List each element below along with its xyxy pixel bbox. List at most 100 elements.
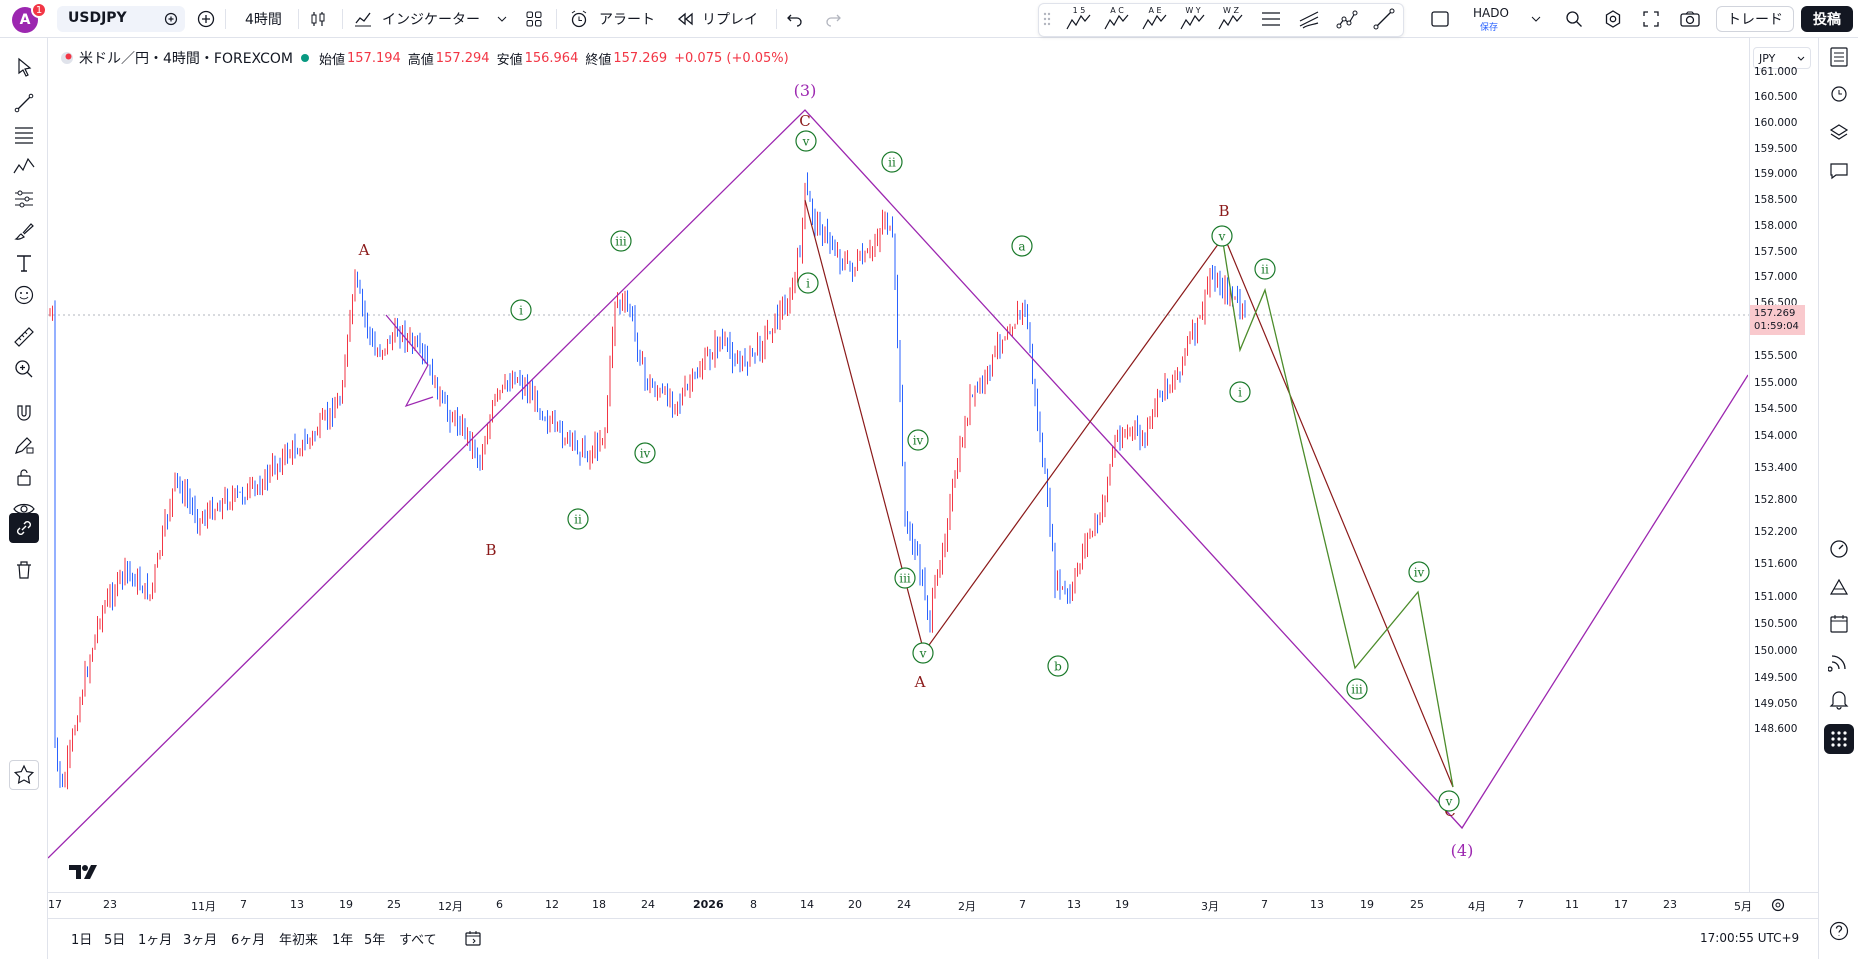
- wave-label-minor-v[interactable]: v: [1211, 225, 1233, 247]
- settings-gear-icon[interactable]: [1603, 9, 1623, 29]
- drag-handle-icon[interactable]: [1043, 12, 1051, 26]
- price-scale[interactable]: [1749, 38, 1818, 892]
- elliott-projection-wave-line[interactable]: [1221, 235, 1454, 788]
- wave-label-minor-ii[interactable]: ii: [567, 508, 589, 530]
- remove-drawings-tool[interactable]: [9, 555, 39, 585]
- brush-tool[interactable]: [9, 216, 39, 246]
- trend-line-tool[interactable]: [9, 88, 39, 118]
- wave-label-minor-iii[interactable]: iii: [610, 230, 632, 252]
- wave-label-a[interactable]: A: [358, 241, 370, 259]
- symbol-search-box[interactable]: [57, 6, 185, 32]
- alerts-clock-icon[interactable]: [1828, 82, 1850, 104]
- range-button[interactable]: 1日: [71, 933, 93, 948]
- indicators-button[interactable]: インジケーター: [382, 12, 480, 28]
- sync-drawings-tool[interactable]: [9, 513, 39, 543]
- wave-label-a[interactable]: A: [914, 673, 926, 691]
- favorites-tool[interactable]: [9, 760, 39, 790]
- date-range-calendar-icon[interactable]: [464, 929, 482, 947]
- elliott-triangle-icon[interactable]: A E: [1141, 5, 1169, 33]
- news-feed-icon[interactable]: [1828, 651, 1850, 673]
- help-question-icon[interactable]: [1828, 920, 1850, 942]
- undo-icon[interactable]: [786, 11, 804, 27]
- elliott-correction-icon[interactable]: A C: [1103, 5, 1131, 33]
- wave-label-minor-ii[interactable]: ii: [881, 151, 903, 173]
- range-button[interactable]: 1ヶ月: [138, 933, 173, 948]
- range-button[interactable]: 3ヶ月: [183, 933, 218, 948]
- text-tool[interactable]: [9, 248, 39, 278]
- currency-selector[interactable]: JPY: [1753, 47, 1811, 69]
- chat-icon[interactable]: [1828, 160, 1850, 182]
- wave-label-minor-i[interactable]: i: [1229, 381, 1251, 403]
- fib-tool[interactable]: [9, 120, 39, 150]
- range-button[interactable]: すべて: [399, 933, 437, 948]
- wave-label-minor-v[interactable]: v: [912, 642, 934, 664]
- symbol-name[interactable]: USDJPY: [68, 10, 127, 26]
- fullscreen-icon[interactable]: [1641, 9, 1661, 29]
- interval-button[interactable]: 4時間: [245, 12, 282, 28]
- wave-label-minor-i[interactable]: i: [797, 272, 819, 294]
- wave-label-minor-iv[interactable]: iv: [907, 429, 929, 451]
- trading-pyramid-icon[interactable]: [1828, 576, 1850, 598]
- wave-label-b[interactable]: B: [1218, 202, 1229, 220]
- cursor-tool[interactable]: [9, 52, 39, 82]
- wave-label-primary-4[interactable]: (4): [1451, 841, 1474, 860]
- wave-label-minor-ii[interactable]: ii: [1254, 258, 1276, 280]
- indicators-icon[interactable]: [353, 9, 373, 29]
- redo-icon[interactable]: [824, 11, 842, 27]
- quick-search-icon[interactable]: [1564, 9, 1584, 29]
- range-button[interactable]: 5年: [364, 933, 386, 948]
- range-button[interactable]: 6ヶ月: [231, 933, 266, 948]
- elliott-primary-wave-line[interactable]: [48, 109, 1748, 859]
- replay-button[interactable]: リプレイ: [702, 12, 758, 28]
- watchlist-icon[interactable]: [1828, 46, 1850, 68]
- tradingview-logo-icon[interactable]: [69, 864, 99, 880]
- range-button[interactable]: 年初来: [279, 933, 319, 948]
- wave-label-minor-iii[interactable]: iii: [894, 567, 916, 589]
- elliott-triple-combo-icon[interactable]: W Z: [1217, 5, 1245, 33]
- trend-line-icon[interactable]: [1372, 7, 1396, 31]
- compare-add-icon[interactable]: [197, 10, 215, 28]
- pattern-tool[interactable]: [9, 152, 39, 182]
- chevron-down-icon[interactable]: [1531, 15, 1541, 23]
- keep-drawing-tool[interactable]: [9, 430, 39, 460]
- fullscreen-rectangle-icon[interactable]: [1430, 10, 1450, 28]
- time-scale[interactable]: [48, 892, 1818, 918]
- measure-tool[interactable]: [9, 322, 39, 352]
- wave-label-minor-iii[interactable]: iii: [1346, 678, 1368, 700]
- replay-icon[interactable]: [676, 11, 694, 27]
- chevron-down-icon[interactable]: [497, 15, 507, 23]
- symbol-description[interactable]: 米ドル／円・4時間・FOREXCOM: [79, 51, 293, 67]
- parallel-channel-icon[interactable]: [1259, 7, 1283, 31]
- forecast-tool[interactable]: [9, 184, 39, 214]
- zoom-tool[interactable]: [9, 354, 39, 384]
- emoji-tool[interactable]: [9, 280, 39, 310]
- apps-grid-button[interactable]: [1824, 724, 1854, 754]
- notification-bell-icon[interactable]: [1828, 688, 1850, 710]
- range-button[interactable]: 5日: [104, 933, 126, 948]
- candles-chart-type-icon[interactable]: [308, 9, 328, 29]
- wave-label-minor-i[interactable]: i: [510, 299, 532, 321]
- wave-label-minor-b[interactable]: b: [1047, 655, 1069, 677]
- publish-idea-button[interactable]: 投稿: [1801, 6, 1853, 32]
- elliott-correction-wave-line[interactable]: [804, 199, 1454, 788]
- layers-icon[interactable]: [1828, 122, 1850, 144]
- alert-clock-icon[interactable]: [569, 9, 589, 29]
- axis-settings-icon[interactable]: [1771, 898, 1785, 912]
- elliott-impulse-icon[interactable]: 1 5: [1065, 5, 1093, 33]
- speedometer-icon[interactable]: [1828, 538, 1850, 560]
- add-symbol-icon[interactable]: [164, 12, 178, 26]
- wave-label-minor-a[interactable]: a: [1011, 235, 1033, 257]
- calendar-icon[interactable]: [1828, 613, 1850, 635]
- range-button[interactable]: 1年: [332, 933, 354, 948]
- lock-drawings-tool[interactable]: [9, 462, 39, 492]
- wave-label-minor-iv[interactable]: iv: [634, 442, 656, 464]
- wave-label-c[interactable]: C: [799, 112, 810, 130]
- wave-label-b[interactable]: B: [485, 541, 496, 559]
- session-clock[interactable]: 17:00:55 UTC+9: [1700, 931, 1800, 945]
- hide-drawings-tool[interactable]: [9, 494, 39, 524]
- trade-button[interactable]: トレード: [1716, 6, 1794, 32]
- alert-button[interactable]: アラート: [599, 12, 655, 28]
- elliott-double-combo-icon[interactable]: W Y: [1179, 5, 1207, 33]
- magnet-tool[interactable]: [9, 398, 39, 428]
